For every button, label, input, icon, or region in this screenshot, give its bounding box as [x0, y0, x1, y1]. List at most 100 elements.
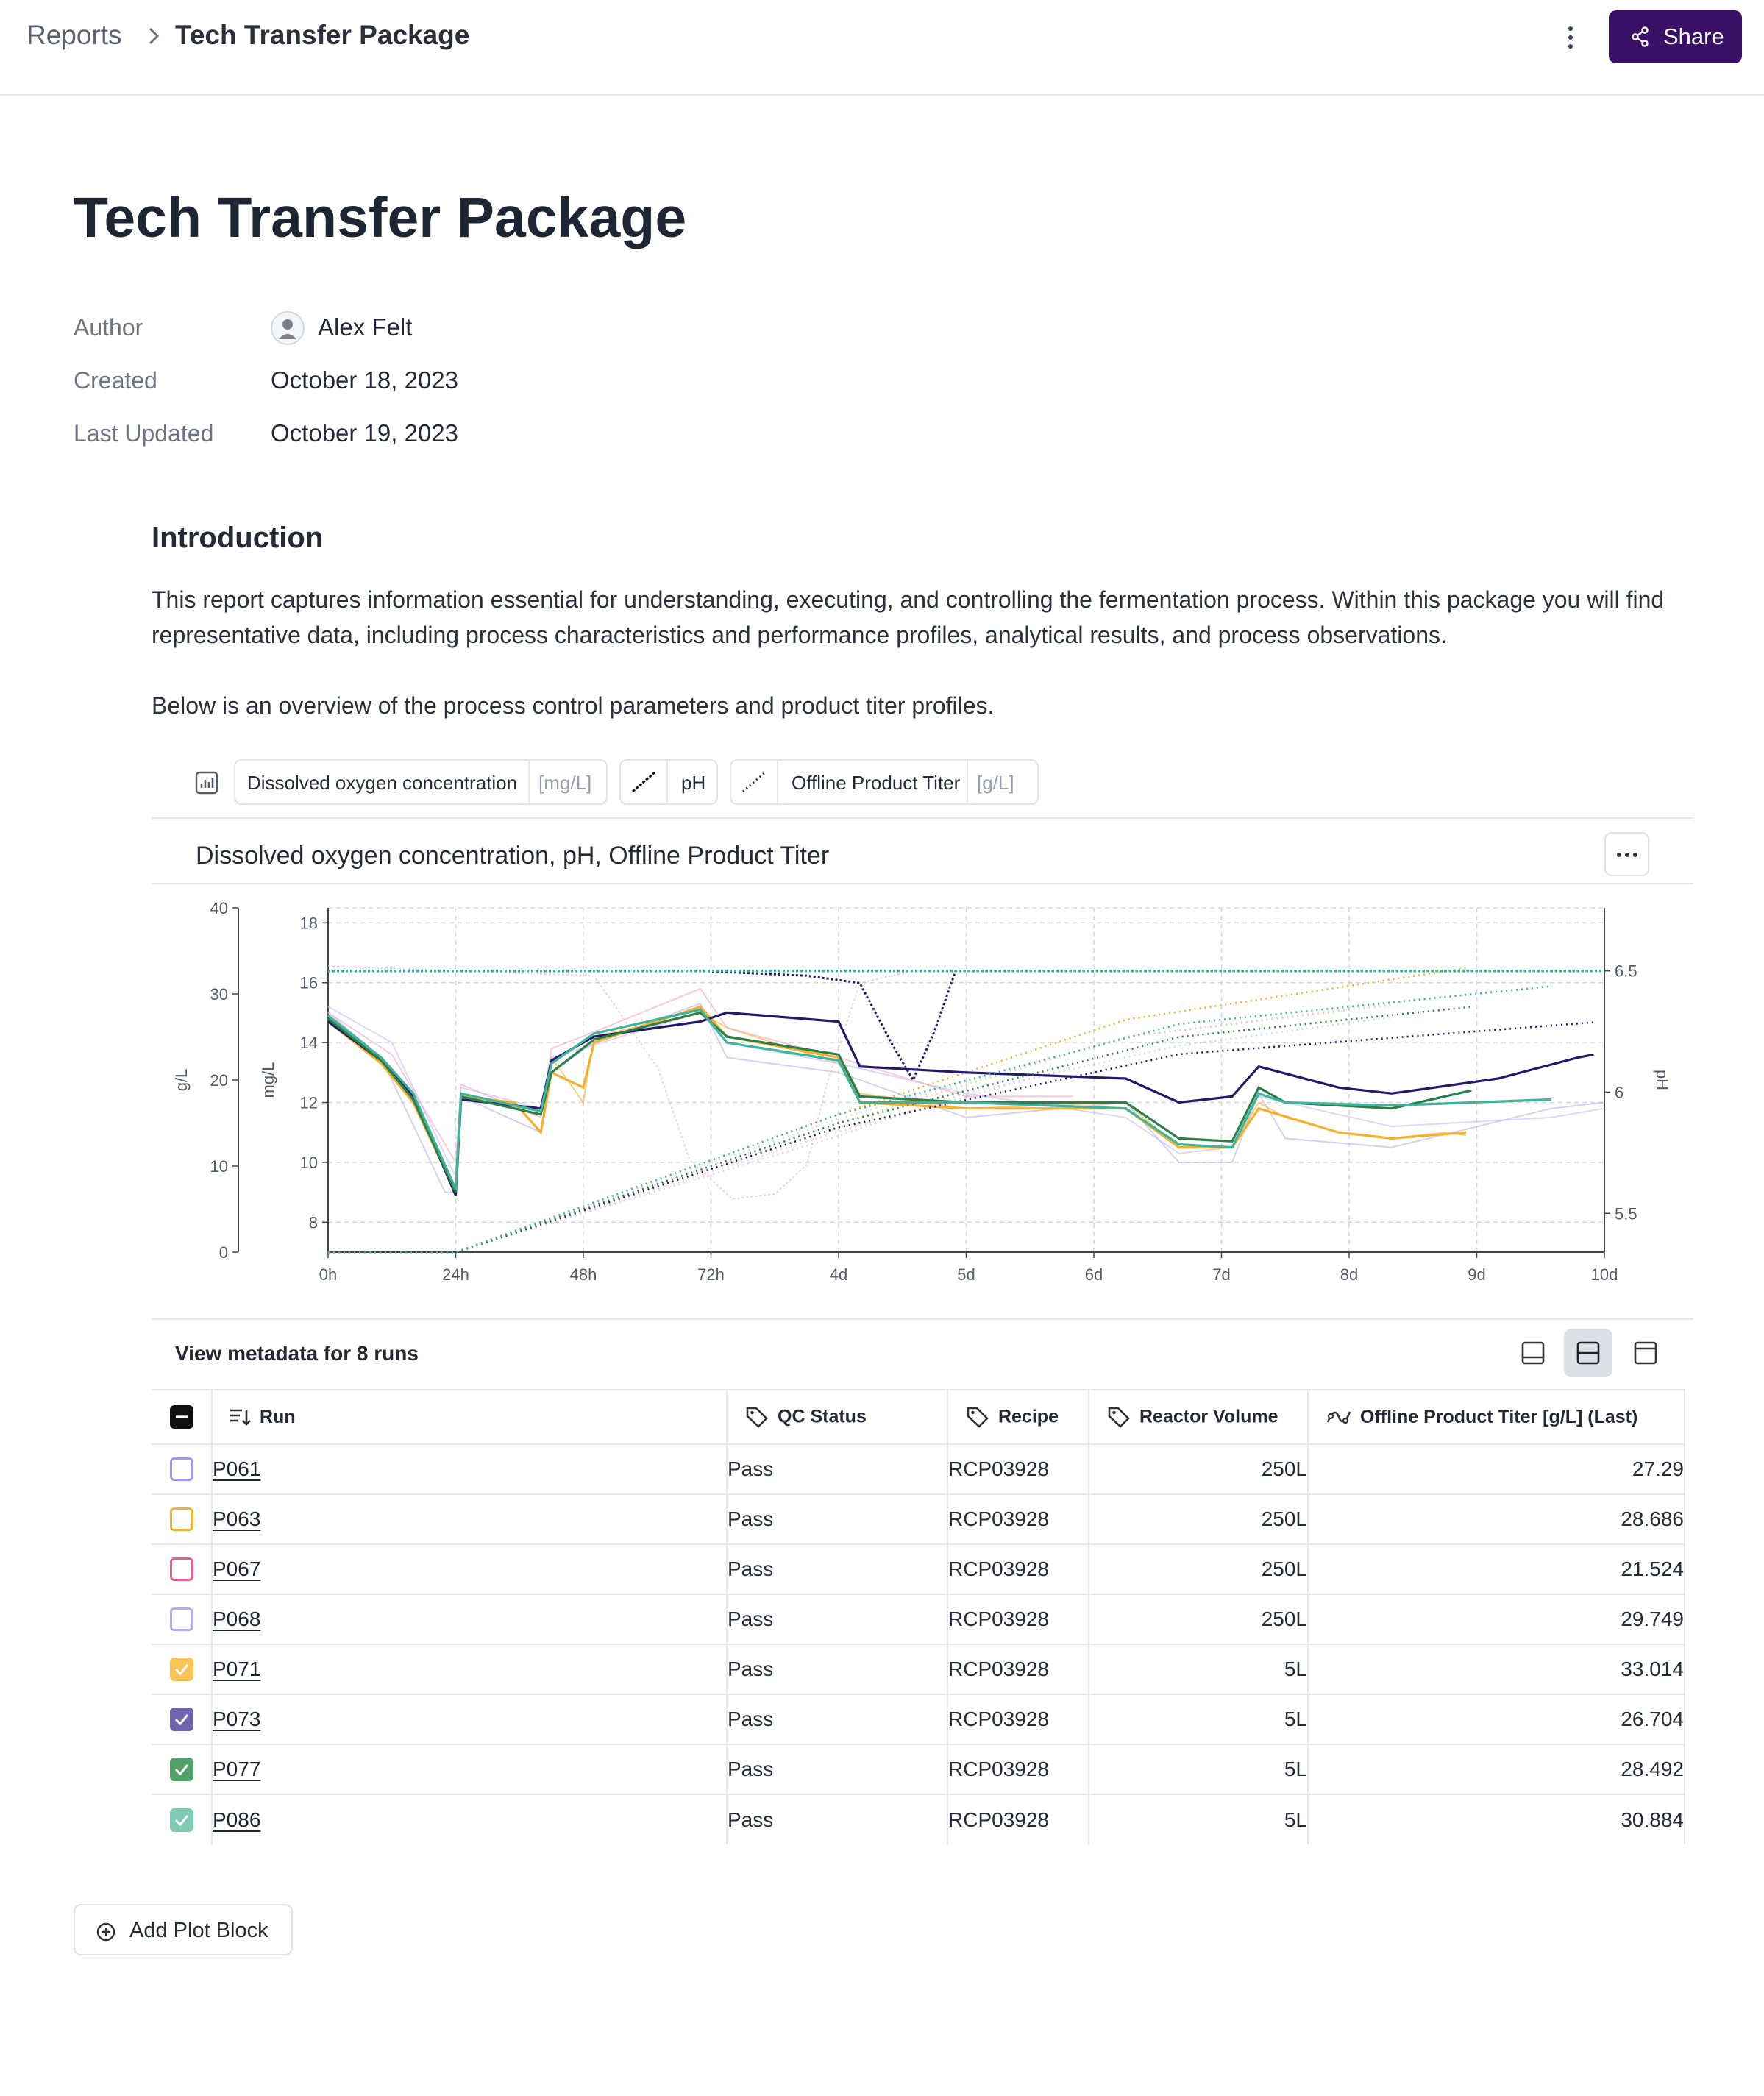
tag-icon: [1108, 1407, 1130, 1428]
chart-type-icon[interactable]: [195, 771, 218, 795]
plot-menu-button[interactable]: [1604, 832, 1649, 876]
row-select-cell[interactable]: [152, 1694, 213, 1744]
row-select-cell[interactable]: [152, 1794, 213, 1844]
user-avatar-icon: [279, 319, 296, 339]
x-tick-label: 0h: [319, 1265, 337, 1284]
view-top-panel-button[interactable]: [1621, 1329, 1670, 1377]
x-tick-label: 9d: [1468, 1265, 1485, 1284]
do-axis-label: mg/L: [259, 1062, 277, 1098]
row-checkbox[interactable]: [169, 1457, 193, 1481]
row-checkbox[interactable]: [169, 1758, 193, 1781]
offline-titer-cell: 28.686: [1308, 1494, 1685, 1544]
add-plot-block-button[interactable]: Add Plot Block: [74, 1904, 293, 1955]
check-icon: [174, 1814, 188, 1826]
row-checkbox[interactable]: [169, 1607, 193, 1631]
run-cell[interactable]: P067: [212, 1544, 728, 1594]
page-title: Tech Transfer Package: [74, 186, 687, 249]
chip-unit: [mg/L]: [538, 772, 592, 794]
column-header-qc-status[interactable]: QC Status: [727, 1390, 948, 1444]
share-button[interactable]: Share: [1609, 10, 1742, 63]
row-select-cell[interactable]: [152, 1444, 213, 1494]
row-select-cell[interactable]: [152, 1544, 213, 1594]
chip-unit: [g/L]: [977, 772, 1014, 794]
table-row[interactable]: P068 Pass RCP03928 250L 29.749: [152, 1594, 1685, 1644]
row-checkbox[interactable]: [169, 1658, 193, 1681]
row-checkbox[interactable]: [169, 1507, 193, 1531]
run-link[interactable]: P068: [213, 1607, 261, 1630]
x-tick-label: 5d: [957, 1265, 975, 1284]
run-cell[interactable]: P063: [212, 1494, 728, 1544]
table-row[interactable]: P077 Pass RCP03928 5L 28.492: [152, 1744, 1685, 1794]
titer-line-p071: [328, 967, 1467, 1254]
run-link[interactable]: P067: [213, 1557, 261, 1580]
row-select-cell[interactable]: [152, 1744, 213, 1794]
table-row[interactable]: P073 Pass RCP03928 5L 26.704: [152, 1694, 1685, 1744]
run-link[interactable]: P061: [213, 1457, 261, 1480]
qc-status-cell: Pass: [727, 1544, 948, 1594]
column-header-offline-titer[interactable]: Offline Product Titer [g/L] (Last): [1308, 1390, 1685, 1444]
do-tick-label: 12: [300, 1094, 318, 1112]
line-chart[interactable]: 0h 24h 48h 72h 4d 5d 6d 7d 8d 9d 10d 8 10 12 14 16 18 0 10…: [152, 892, 1693, 1317]
ph-line-p073: [328, 970, 1594, 1083]
titer-tick-label: 10: [210, 1157, 228, 1176]
select-all-checkbox[interactable]: [169, 1405, 193, 1429]
titer-tick-label: 40: [210, 899, 228, 917]
more-options-button[interactable]: [1558, 21, 1583, 54]
panel-bottom-icon: [1521, 1341, 1545, 1365]
view-split-panel-button[interactable]: [1564, 1329, 1612, 1377]
column-header-run[interactable]: Run: [212, 1390, 728, 1444]
qc-status-cell: Pass: [727, 1644, 948, 1694]
share-icon: [1632, 26, 1649, 47]
select-all-cell[interactable]: [152, 1390, 213, 1444]
run-link[interactable]: P063: [213, 1507, 261, 1530]
titer-line-p077: [328, 1006, 1472, 1254]
run-cell[interactable]: P077: [212, 1744, 728, 1794]
table-row[interactable]: P061 Pass RCP03928 250L 27.29: [152, 1444, 1685, 1494]
reactor-volume-cell: 250L: [1089, 1544, 1309, 1594]
do-tick-label: 8: [309, 1213, 318, 1232]
meta-value-updated: October 19, 2023: [271, 419, 459, 447]
chip-offline-titer[interactable]: Offline Product Titer [g/L]: [730, 759, 1039, 805]
run-cell[interactable]: P061: [212, 1444, 728, 1494]
recipe-cell: RCP03928: [947, 1594, 1089, 1644]
metadata-heading: View metadata for 8 runs: [175, 1342, 419, 1365]
row-select-cell[interactable]: [152, 1594, 213, 1644]
recipe-cell: RCP03928: [947, 1494, 1089, 1544]
table-row[interactable]: P063 Pass RCP03928 250L 28.686: [152, 1494, 1685, 1544]
row-checkbox[interactable]: [169, 1808, 193, 1832]
run-link[interactable]: P071: [213, 1658, 261, 1680]
breadcrumb-reports[interactable]: Reports: [26, 20, 122, 50]
view-bottom-panel-button[interactable]: [1509, 1329, 1557, 1377]
column-header-reactor-volume[interactable]: Reactor Volume: [1089, 1390, 1309, 1444]
chip-dissolved-oxygen[interactable]: Dissolved oxygen concentration [mg/L]: [234, 759, 608, 805]
ph-tick-label: 6: [1615, 1083, 1623, 1101]
intro-paragraph: This report captures information essenti…: [152, 586, 1665, 648]
run-link[interactable]: P073: [213, 1708, 261, 1730]
meta-value-created: October 18, 2023: [271, 366, 459, 394]
run-cell[interactable]: P073: [212, 1694, 728, 1744]
titer-tick-label: 20: [210, 1071, 228, 1090]
run-cell[interactable]: P068: [212, 1594, 728, 1644]
x-tick-label: 72h: [697, 1265, 725, 1284]
divider: [152, 817, 1693, 819]
row-select-cell[interactable]: [152, 1494, 213, 1544]
table-row[interactable]: P071 Pass RCP03928 5L 33.014: [152, 1644, 1685, 1694]
offline-titer-cell: 29.749: [1308, 1594, 1685, 1644]
recipe-cell: RCP03928: [947, 1644, 1089, 1694]
divider: [152, 1318, 1693, 1320]
table-row[interactable]: P086 Pass RCP03928 5L 30.884: [152, 1794, 1685, 1844]
meta-value-author[interactable]: Alex Felt: [318, 313, 413, 341]
run-link[interactable]: P077: [213, 1758, 261, 1780]
column-header-recipe[interactable]: Recipe: [947, 1390, 1089, 1444]
run-cell[interactable]: P086: [212, 1794, 728, 1844]
chip-ph[interactable]: pH: [619, 759, 718, 805]
run-link[interactable]: P086: [213, 1808, 261, 1831]
row-checkbox[interactable]: [169, 1708, 193, 1731]
run-cell[interactable]: P071: [212, 1644, 728, 1694]
intro-heading: Introduction: [152, 522, 324, 554]
table-header-row: Run QC Status Recipe Reactor Volume: [152, 1390, 1685, 1444]
row-checkbox[interactable]: [169, 1557, 193, 1581]
check-icon: [174, 1764, 188, 1776]
table-row[interactable]: P067 Pass RCP03928 250L 21.524: [152, 1544, 1685, 1594]
row-select-cell[interactable]: [152, 1644, 213, 1694]
